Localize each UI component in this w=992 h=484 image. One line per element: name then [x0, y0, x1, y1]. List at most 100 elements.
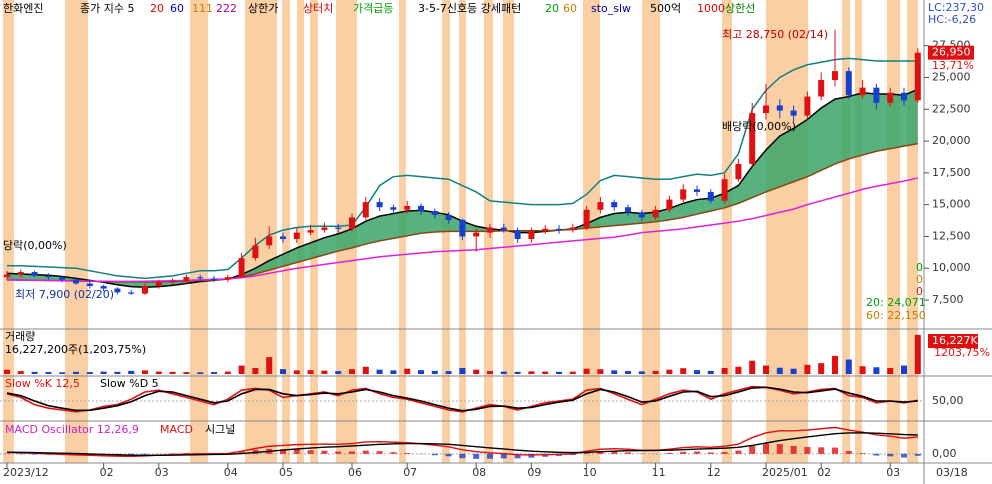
volume-bar [845, 359, 852, 374]
legend-item: 상한선 [725, 2, 755, 15]
oscillator-bar [666, 452, 673, 454]
annotation: 0 [916, 285, 923, 298]
volume-bar [901, 365, 907, 374]
volume-bar [266, 357, 273, 374]
candle-body [500, 227, 507, 231]
candle-body [238, 258, 245, 278]
oscillator-bar [790, 445, 797, 454]
volume-bar [321, 370, 328, 374]
volume-bar [790, 368, 797, 374]
volume-bar [431, 370, 438, 374]
candle-body [183, 277, 190, 281]
oscillator-bar [625, 452, 631, 454]
signal-band [842, 0, 850, 463]
current-price: 26,950 [932, 46, 971, 59]
volume-bar [859, 366, 866, 374]
oscillator-bar [804, 447, 811, 454]
candle-body [128, 292, 135, 294]
volume-bar [652, 370, 659, 374]
candle-body [790, 110, 797, 116]
annotation: 최고 28,750 (02/14) [722, 28, 828, 41]
signal-band [907, 0, 918, 463]
oscillator-bar [914, 453, 921, 456]
annotation: 0 [916, 273, 923, 286]
volume-bar [238, 365, 245, 374]
legend-item: 60 [563, 2, 577, 15]
volume-bar [307, 370, 314, 374]
volume-bar [100, 371, 107, 374]
annotation: 배당락(0,00%) [722, 120, 796, 133]
y-tick-label: 0,00 [932, 447, 957, 460]
oscillator-bar [763, 443, 769, 454]
candle-body [404, 205, 411, 210]
x-tick-label: 11 [652, 466, 666, 479]
candle-body [887, 92, 894, 103]
legend-item: MACD Oscillator 12,26,9 [5, 423, 139, 436]
candle-body [266, 236, 273, 246]
candle-body [611, 202, 618, 208]
candle-body [335, 227, 342, 229]
volume-bar [914, 334, 921, 374]
candle-body [211, 278, 217, 280]
candle-body [100, 286, 107, 289]
candle-body [721, 179, 728, 201]
oscillator-bar [321, 450, 328, 454]
x-tick-label: 2025/01 [762, 466, 808, 479]
oscillator-bar [611, 451, 618, 454]
candle-body [666, 199, 673, 210]
legend-item: Slow %D 5 [100, 377, 159, 390]
candle-body [542, 228, 549, 232]
oscillator-bar [376, 451, 383, 454]
oscillator-bar [459, 453, 466, 459]
volume-bar [556, 371, 562, 374]
x-tick-label: 02 [817, 466, 831, 479]
candle-body [307, 230, 314, 233]
oscillator-bar [293, 449, 300, 454]
oscillator-bar [832, 447, 838, 454]
volume-bar [376, 369, 383, 374]
volume-bar [155, 371, 162, 374]
x-tick-label: 09 [527, 466, 541, 479]
candle-body [390, 207, 397, 210]
candle-body [293, 232, 300, 239]
oscillator-bar [473, 453, 480, 459]
candle-body [528, 231, 535, 239]
volume-bar [583, 368, 590, 374]
volume-bar [293, 370, 300, 374]
candle-body [431, 211, 438, 215]
candle-body [473, 232, 480, 237]
signal-band [190, 0, 208, 463]
oscillator-bar [280, 449, 286, 454]
oscillator-bar [307, 450, 314, 454]
oscillator-bar [528, 453, 535, 458]
legend-item: 3-5-7신호등 강세패턴 [418, 2, 521, 15]
y-tick-label: 7,500 [932, 293, 964, 306]
candle-body [45, 275, 52, 278]
volume-bar [224, 371, 231, 374]
volume-bar [252, 367, 259, 374]
volume-bar [625, 371, 631, 374]
oscillator-bar [349, 451, 355, 454]
candle-body [845, 71, 852, 96]
candle-body [445, 214, 452, 220]
volume-bar [735, 366, 742, 374]
candle-body [155, 282, 162, 287]
legend-item: 한화엔진 [3, 2, 43, 15]
signal-band [282, 0, 290, 463]
oscillator-bar [583, 452, 590, 454]
legend-item: 500억 [650, 2, 681, 15]
candle-body [735, 163, 742, 180]
legend-item: 종가 지수 5 [80, 2, 134, 15]
legend-item: 시그널 [205, 423, 235, 436]
candle-body [625, 207, 631, 213]
hc-label: HC:-6,26 [928, 13, 976, 26]
volume-bar [459, 367, 466, 374]
volume-bar [169, 371, 176, 374]
candle-body [859, 87, 866, 96]
candle-body [901, 92, 907, 101]
volume-bar [694, 370, 700, 374]
candle-body [418, 205, 424, 212]
candle-body [197, 277, 204, 279]
candle-body [224, 277, 231, 280]
x-tick-label: 05 [279, 466, 293, 479]
